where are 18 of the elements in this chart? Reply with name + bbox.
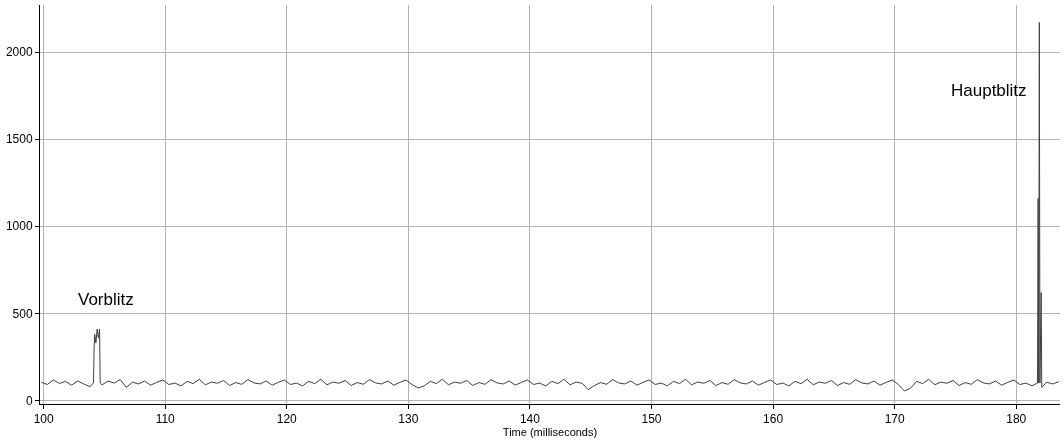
- y-tick-label: 1000: [5, 219, 33, 234]
- x-tick-label: 120: [276, 412, 298, 427]
- y-tick-label: 500: [12, 306, 33, 321]
- annotation: Hauptblitz: [951, 81, 1027, 100]
- y-tick-label: 0: [25, 393, 33, 408]
- y-tick-label: 2000: [5, 45, 33, 60]
- x-tick-label: 150: [641, 412, 662, 427]
- x-tick-label: 170: [884, 412, 905, 427]
- x-tick-label: 180: [1006, 412, 1027, 427]
- x-tick-label: 160: [763, 412, 784, 427]
- annotation: Vorblitz: [78, 290, 134, 309]
- y-tick-label: 1500: [5, 132, 33, 147]
- x-axis-title: Time (milliseconds): [502, 426, 598, 439]
- x-tick-label: 110: [155, 412, 176, 427]
- x-tick-label: 130: [398, 412, 419, 427]
- x-tick-label: 100: [33, 412, 54, 427]
- x-tick-label: 140: [519, 412, 541, 427]
- line-series: [40, 21, 1060, 392]
